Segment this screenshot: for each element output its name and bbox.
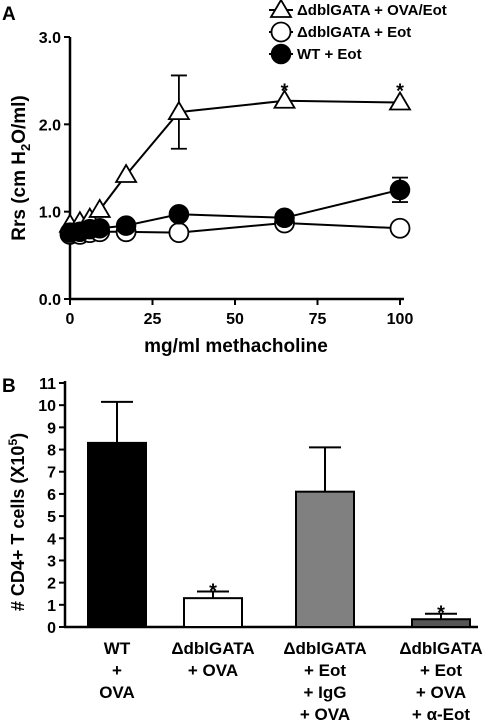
panel-a-y-tick-label: 3.0 [39, 30, 61, 47]
panel-b-y-tick-label: 9 [47, 420, 56, 437]
panel-b-y-tick-label: 2 [47, 576, 56, 593]
panel-a-x-tick-label: 25 [144, 311, 162, 328]
panel-a-y-tick-label: 0.0 [39, 292, 61, 309]
panel-a-series-line [69, 99, 401, 226]
panel-b-bar-group: * [183, 581, 243, 628]
panel-a-data-point [114, 163, 138, 183]
panel-a-legend-label: ΔdblGATA + Eot [297, 24, 411, 41]
panel-a-data-point [115, 215, 137, 236]
panel-b-label: B [2, 376, 16, 397]
panel-a-data-point [168, 204, 190, 225]
panel-b-category-label: + [112, 661, 122, 680]
panel-b-category-label: + OVA [188, 661, 238, 680]
panel-a-series-2 [59, 212, 411, 245]
panel-a-series-1 [58, 74, 412, 233]
panel-a-legend-entry: ΔdblGATA + Eot [269, 21, 411, 43]
panel-b-y-tick-label: 0 [47, 620, 56, 637]
panel-a: A Rrs (cm H2O/ml) mg/ml methacholine 0.0… [2, 0, 447, 357]
panel-a-data-point [272, 88, 297, 109]
panel-a-legend: ΔdblGATA + OVA/Eot ΔdblGATA + Eot WT + Eot [269, 0, 447, 65]
panel-b-ylabel-post: ) [8, 433, 28, 439]
panel-a-data-point [274, 207, 295, 229]
panel-a-legend-marker [270, 43, 292, 65]
panel-a-legend-marker [269, 0, 293, 18]
panel-a-data-point [389, 179, 411, 201]
panel-b-y-tick-label: 11 [39, 376, 56, 393]
panel-a-data-point [88, 198, 112, 218]
panel-b-y-tick-label: 3 [47, 553, 56, 570]
panel-a-data-point [168, 222, 190, 244]
panel-b-bar [87, 441, 147, 628]
panel-b-y-tick-label: 6 [47, 487, 56, 504]
panel-b-significance-star: * [209, 581, 217, 603]
panel-b-bar-group [87, 400, 147, 628]
panel-a-x-axis-label: mg/ml methacholine [144, 336, 328, 357]
panel-a-y-tick-label: 1.0 [39, 205, 61, 222]
panel-b-category-labels: WT + OVA ΔdblGATA + OVA ΔdblGATA + Eot + IgG + O… [99, 639, 482, 724]
panel-b-y-tick-label: 8 [47, 443, 56, 460]
panel-a-x-tick-label: 75 [309, 311, 327, 328]
panel-b-category-label: OVA [99, 683, 135, 702]
panel-b-ylabel-sup: 5 [6, 439, 20, 446]
panel-b-category-label: + OVA [416, 683, 466, 702]
panel-a-legend-label: WT + Eot [297, 46, 362, 63]
panel-a-label: A [2, 4, 16, 25]
panel-b-category-label: WT [104, 639, 131, 658]
panel-a-data-point [388, 90, 412, 111]
panel-b-significance-star: * [437, 603, 445, 625]
panel-b-category-label: + α-Eot [412, 705, 470, 724]
panel-a-x-tick-label: 50 [226, 311, 244, 328]
panel-a-series: * * [58, 74, 412, 245]
panel-a-y-tick-label: 2.0 [39, 117, 61, 134]
panel-b-y-tick-label: 5 [47, 509, 56, 526]
panel-a-x-tick-label: 0 [66, 311, 75, 328]
panel-a-data-point [389, 217, 411, 239]
panel-a-x-tick-label: 100 [387, 311, 414, 328]
panel-b-category-label: ΔdblGATA [399, 639, 482, 658]
panel-a-legend-marker [270, 21, 292, 43]
panel-a-y-axis-label: Rrs (cm H2O/ml) [9, 95, 33, 241]
panel-a-ylabel-pre: Rrs (cm H [9, 151, 30, 241]
panel-a-legend-entry: WT + Eot [269, 43, 362, 65]
panel-a-ylabel-sub: 2 [18, 144, 33, 151]
panel-b-y-tick-label: 4 [47, 531, 56, 548]
panel-a-legend-label: ΔdblGATA + OVA/Eot [297, 2, 447, 19]
panel-a-significance-star: * [281, 81, 289, 103]
panel-b-category-label: ΔdblGATA [283, 639, 366, 658]
panel-b-category-label: ΔdblGATA [171, 639, 254, 658]
panel-a-axes: 0.0 1.0 2.0 3.0 0 25 50 75 100 [39, 30, 414, 328]
panel-a-ylabel-post: O/ml) [9, 95, 30, 144]
panel-b-bar [295, 490, 355, 629]
panel-a-data-point [167, 100, 191, 121]
panel-a-data-point [89, 218, 110, 239]
panel-b-y-tick-label: 10 [38, 398, 56, 415]
panel-b-bar-group: * [411, 603, 471, 629]
panel-a-significance-star: * [396, 81, 404, 103]
panel-b-y-tick-label: 1 [47, 598, 56, 615]
panel-b-category-label: + Eot [420, 661, 462, 680]
panel-b-bar [183, 597, 243, 628]
panel-b-category-label: + OVA [300, 705, 350, 724]
panel-b-y-tick-label: 7 [47, 465, 56, 482]
panel-b-y-axis-label: # CD4+ T cells (X105) [6, 433, 28, 611]
panel-b-bars: ** [87, 400, 471, 629]
panel-b-bar-group [295, 446, 355, 629]
panel-b-ylabel-pre: # CD4+ T cells (X10 [8, 446, 28, 612]
panel-b-category-label: + IgG [304, 683, 347, 702]
panel-a-legend-entry: ΔdblGATA + OVA/Eot [269, 0, 447, 19]
panel-a-series-3 [59, 176, 411, 243]
panel-b-axes: 0 1 2 3 4 5 6 7 8 9 10 11 [38, 376, 478, 637]
panel-b-category-label: + Eot [304, 661, 346, 680]
